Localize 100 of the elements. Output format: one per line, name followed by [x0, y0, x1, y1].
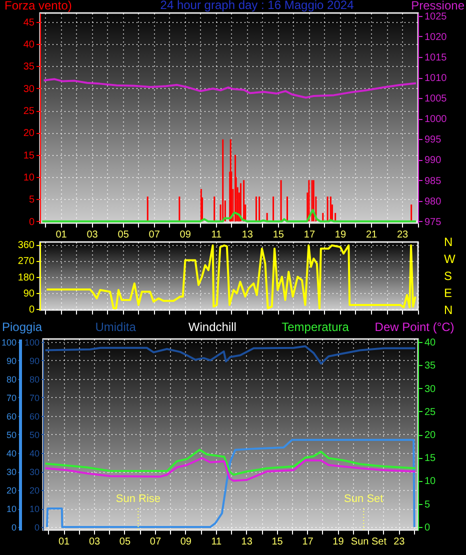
y-tick-label: 15	[23, 150, 35, 162]
y-tick-label: 10	[23, 172, 35, 184]
y3-tick-label: 60	[6, 411, 16, 422]
x-tick-label: 05	[119, 536, 131, 548]
x-tick-label: 11	[211, 536, 222, 548]
y-tick-label: 70	[29, 392, 40, 403]
y2-tick-label: 990	[424, 155, 442, 166]
x-tick-label: 01	[58, 536, 70, 548]
x-tick-label: 19	[334, 230, 346, 240]
y2-tick-label: 1000	[424, 114, 448, 126]
y3-tick-label: 10	[6, 504, 16, 514]
x-tick-label: 09	[180, 536, 192, 548]
x-tick-label: 17	[304, 230, 316, 240]
text: Dew Point (°C)	[374, 320, 454, 334]
y-tick-label: 20	[23, 128, 35, 140]
y2-tick-label: 1015	[424, 52, 448, 64]
y-tick-label: 30	[23, 84, 35, 95]
y-tick-label: 90	[29, 356, 40, 366]
line-series	[46, 244, 416, 310]
x-tick-label: 23	[396, 230, 409, 240]
y2-tick-label: 35	[424, 360, 436, 372]
y-tick-label: 40	[23, 40, 35, 51]
x-tick-label: 19	[332, 536, 344, 548]
y-tick-label: 20	[29, 486, 40, 496]
y3-tick-label: 30	[6, 467, 16, 478]
x-tick-label: 17	[302, 536, 314, 548]
y3-tick-label: 80	[6, 374, 16, 384]
y3-tick-label: 90	[6, 356, 16, 366]
y2-tick-label: 25	[424, 406, 436, 418]
x-tick-label: 15	[272, 536, 284, 548]
series-label: Umidita	[95, 320, 136, 334]
line-series	[44, 457, 416, 482]
y2-tick-label: 0	[424, 522, 430, 534]
x-tick-label: 13	[242, 230, 254, 240]
y2-tick-label: 995	[424, 134, 442, 146]
text: E	[444, 286, 452, 300]
ref-line-label: Sun Rise	[116, 493, 161, 505]
y-tick-label: 0	[34, 522, 40, 533]
text: Temperatura	[282, 320, 350, 334]
x-tick-label: 03	[86, 230, 98, 240]
y-tick-label: 5	[28, 194, 35, 206]
y2-tick-label: 15	[424, 453, 436, 464]
line-series	[44, 448, 416, 476]
y-tick-label: 270	[18, 256, 35, 268]
y3-tick-label: 70	[6, 392, 16, 403]
text: S	[444, 269, 452, 283]
text: Pioggia	[2, 320, 42, 334]
y-tick-label: 30	[29, 467, 40, 478]
line-series	[42, 78, 417, 99]
text: W	[444, 252, 456, 266]
y3-tick-label: 20	[6, 486, 16, 496]
y2-tick-label: 975	[424, 216, 442, 228]
y-tick-label: 45	[23, 17, 35, 28]
y-tick-label: 35	[23, 62, 35, 73]
x-tick-label: 01	[56, 230, 68, 240]
y2-tick-label: 985	[424, 176, 442, 187]
y-tick-label: 90	[23, 288, 35, 300]
x-tick-label: 03	[88, 536, 101, 548]
x-tick-label: 23	[394, 536, 406, 548]
x-tick-label: 13	[241, 536, 253, 548]
y-tick-label: 80	[29, 374, 40, 384]
y2-tick-label: 5	[424, 499, 430, 510]
y2-tick-label: 1025	[424, 11, 448, 22]
y2-tick-label: 10	[424, 476, 436, 488]
y2-tick-label: 1005	[424, 94, 448, 105]
y-tick-label: 180	[18, 272, 35, 284]
text: N	[444, 303, 453, 317]
y-tick-label: 100	[24, 337, 40, 348]
y2-axis-title: Pressione	[411, 0, 465, 12]
x-tick-label: 09	[180, 230, 192, 240]
line-series	[41, 208, 417, 222]
y2-tick-label: 30	[424, 384, 436, 395]
legend-label: Windchill	[188, 320, 236, 334]
x-tick-label: 11	[211, 230, 222, 240]
x-tick-label: 07	[148, 230, 160, 240]
x-tick-label: 05	[118, 230, 130, 240]
line-series	[46, 438, 416, 528]
x-tick-label: 07	[150, 536, 162, 548]
y2-tick-label: 20	[424, 430, 436, 441]
y2-tick-label: 1010	[424, 73, 448, 84]
y3-tick-label: 40	[6, 448, 16, 459]
y2-tick-label: 1020	[424, 32, 448, 43]
ref-line-label: Sun Set	[344, 493, 384, 505]
y-tick-label: 40	[29, 448, 40, 459]
y-tick-label: 10	[29, 504, 40, 514]
chart-title: 24 hour graph day : 16 Maggio 2024	[160, 0, 354, 12]
y-tick-label: 25	[23, 106, 35, 118]
y-tick-label: 60	[29, 411, 40, 422]
text: N	[444, 235, 453, 249]
y2-tick-label: 40	[424, 338, 436, 349]
x-tick-label: 21	[366, 230, 378, 240]
y-axis-title: Forza vento)	[4, 0, 72, 12]
y-tick-label: 0	[28, 304, 35, 316]
y3-tick-label: 50	[6, 430, 16, 440]
y2-tick-label: 980	[424, 196, 442, 208]
x-tick-label: 15	[272, 230, 284, 240]
y-tick-label: 0	[28, 216, 35, 228]
y3-tick-label: 100	[1, 337, 16, 348]
x-tick-label: Sun Set	[350, 536, 387, 548]
y3-tick-label: 0	[11, 522, 16, 533]
